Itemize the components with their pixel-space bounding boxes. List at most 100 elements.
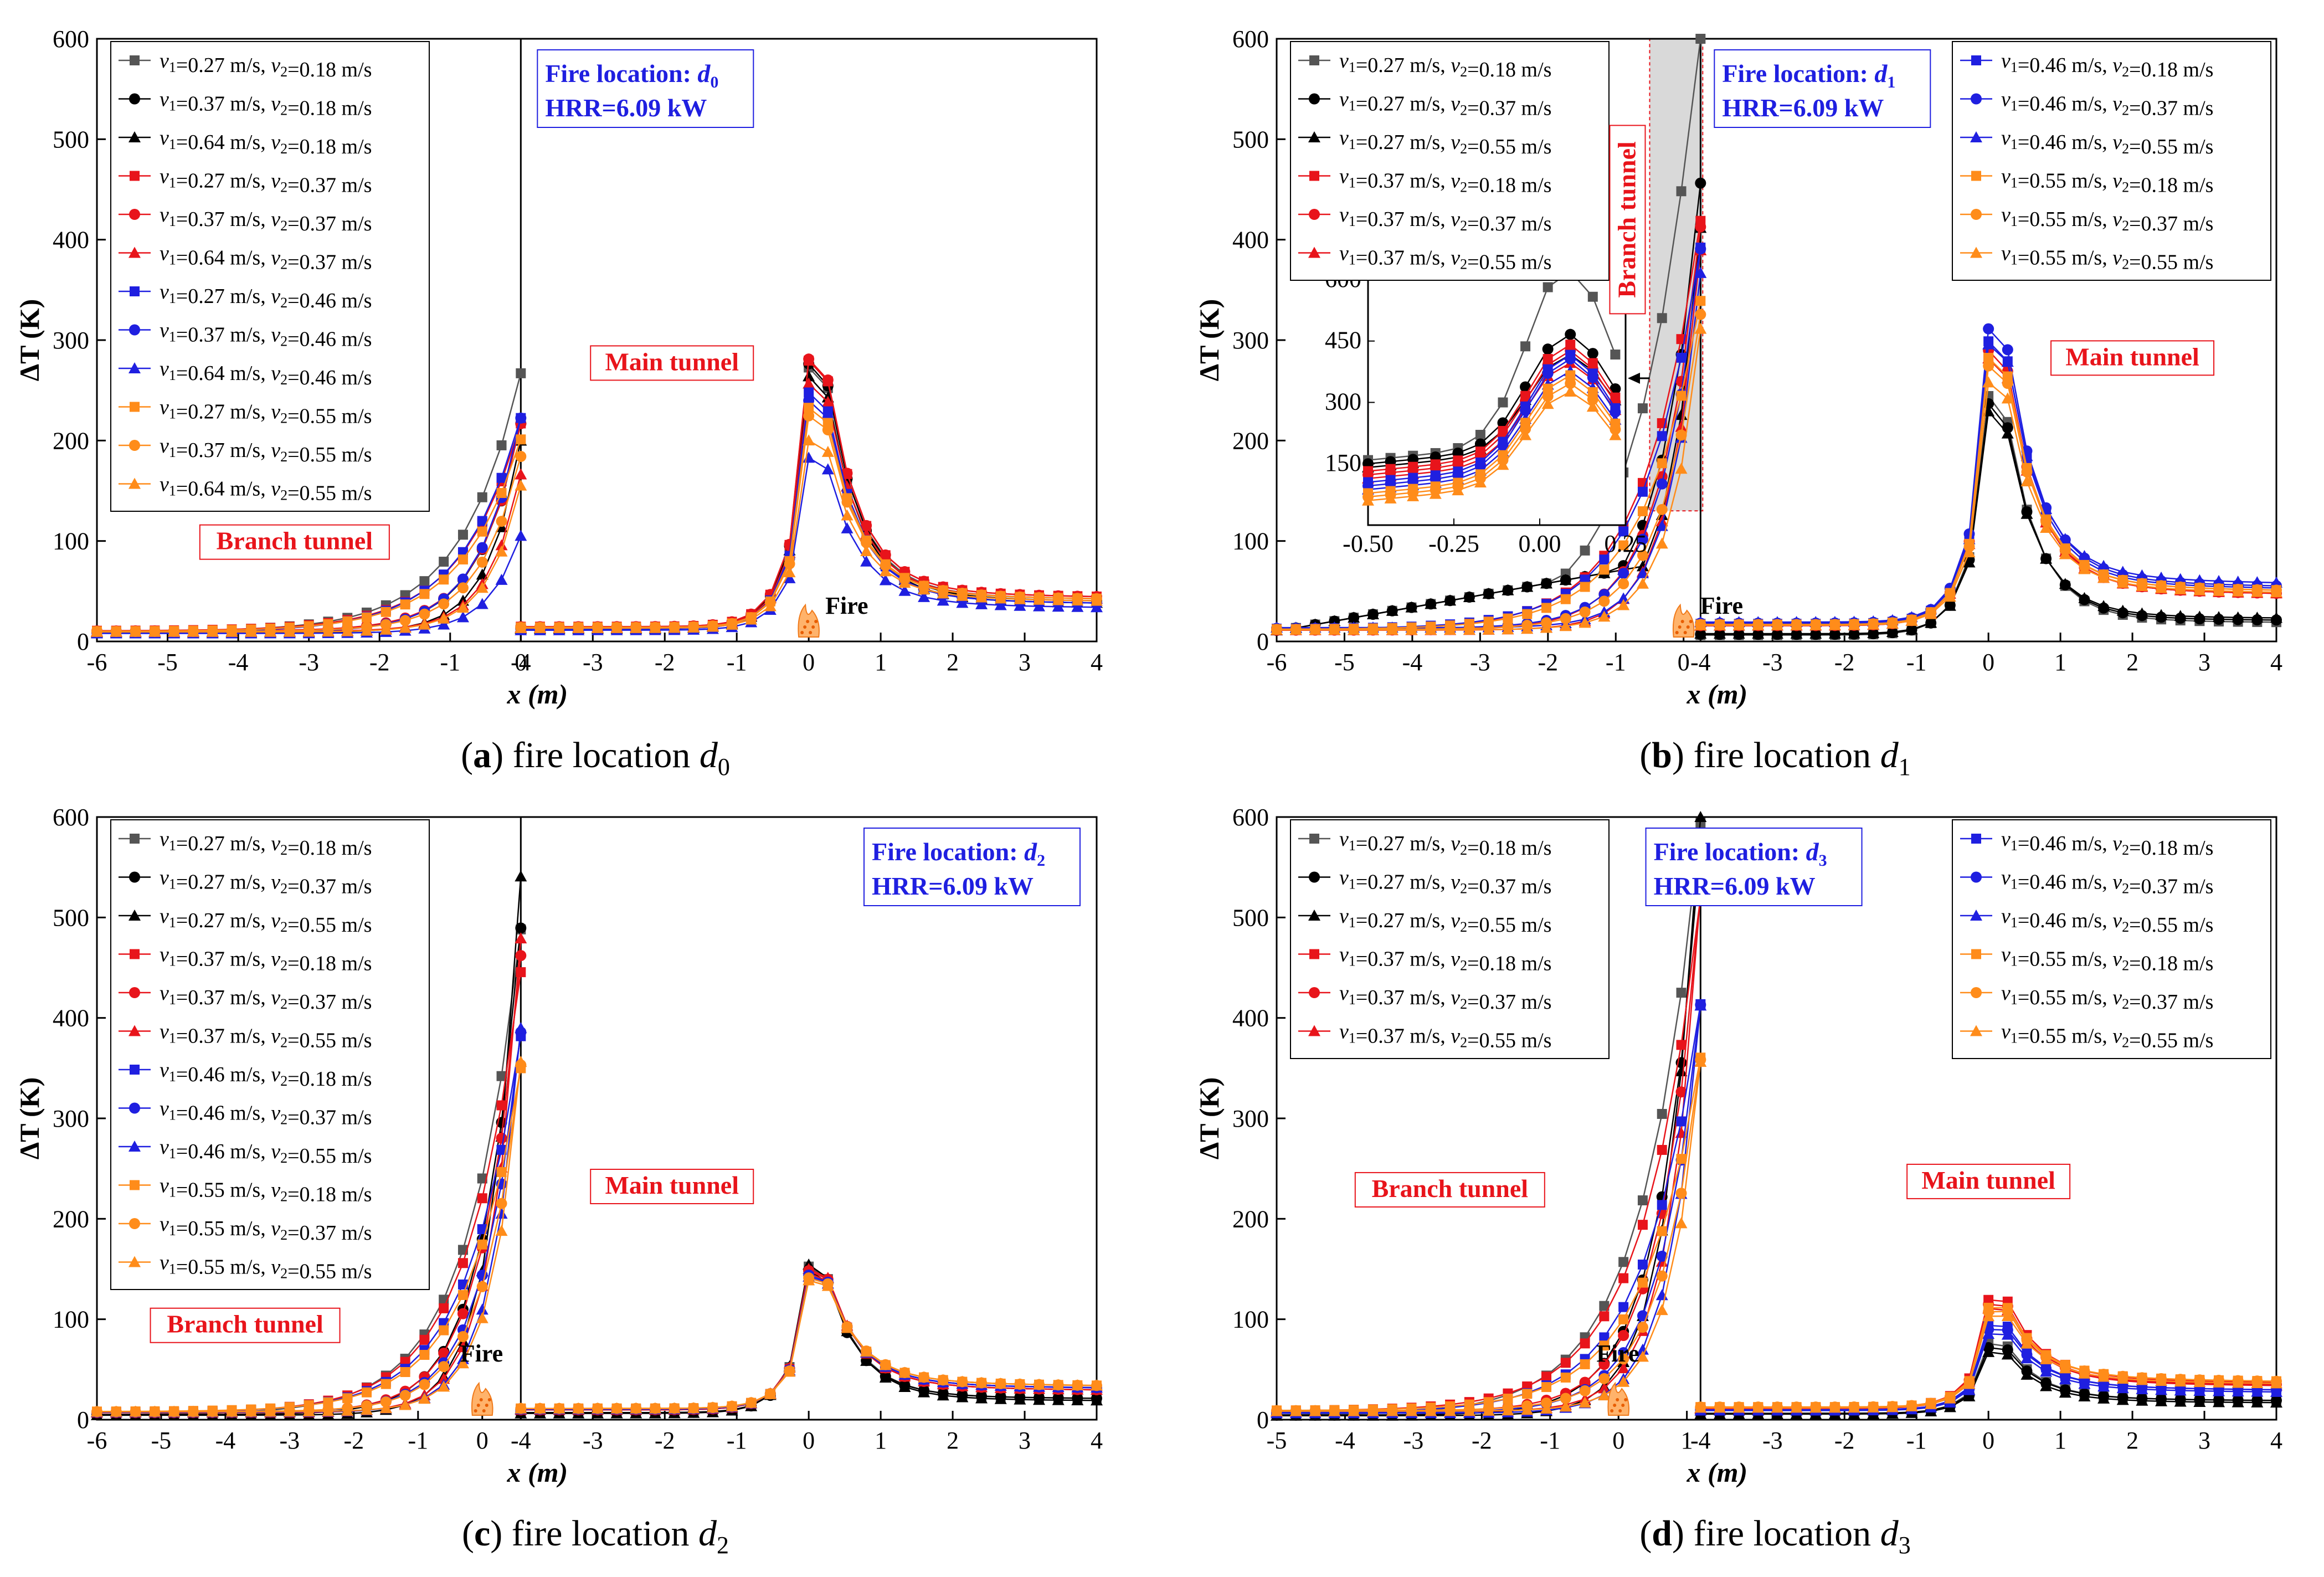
series-line-main: [521, 1265, 1097, 1414]
series-point: [496, 1071, 507, 1081]
legend-entry-part: v: [160, 473, 169, 496]
series-point: [1925, 617, 1937, 628]
series-point: [1091, 601, 1103, 613]
caption-var: d: [1880, 735, 1899, 775]
series-point: [1657, 1200, 1667, 1210]
legend-entry-part: 1: [169, 876, 176, 892]
series-point: [994, 1377, 1007, 1389]
series-point: [1886, 1401, 1899, 1412]
series-point: [168, 625, 181, 637]
series-point: [1503, 1394, 1513, 1404]
series-point: [2232, 1396, 2244, 1408]
series-point: [362, 1387, 372, 1398]
x-tick-label: 4: [2270, 649, 2282, 676]
series-point: [2213, 584, 2225, 596]
series-point: [1579, 1385, 1591, 1396]
series-point: [1014, 599, 1026, 611]
series-point: [1943, 599, 1956, 611]
legend-entry: v1=0.46 m/s, v2=0.18 m/s: [2001, 49, 2213, 81]
series-11: [91, 1055, 1103, 1417]
legend-marker: [1308, 1025, 1320, 1036]
legend-entry-part: =0.46 m/s,: [2018, 131, 2112, 154]
inset-series-point: [1541, 398, 1554, 409]
series-point: [1289, 1405, 1302, 1416]
series-point: [2232, 611, 2244, 623]
x-tick-label: -6: [87, 1427, 107, 1454]
legend-entry-part: 1: [1349, 175, 1356, 191]
series-point: [1617, 592, 1630, 604]
legend-marker: [130, 55, 140, 65]
legend-entry-part: =0.18 m/s: [287, 952, 372, 975]
series-point: [1752, 619, 1765, 630]
legend-entry-part: =0.55 m/s: [2129, 1029, 2213, 1052]
legend-entry-part: v: [271, 477, 280, 501]
legend-marker: [129, 324, 140, 336]
legend-entry-part: =0.55 m/s: [287, 482, 372, 505]
main-tunnel-label: Main tunnel: [1906, 1163, 2071, 1199]
legend-entry-part: 1: [169, 1069, 176, 1085]
series-point: [399, 621, 412, 633]
legend-entry-part: =0.55 m/s,: [176, 1256, 271, 1279]
fire-spark: [814, 620, 818, 623]
series-point: [2040, 1365, 2053, 1377]
x-tick-label: 3: [2198, 649, 2210, 676]
caption-var: d: [698, 1513, 717, 1554]
fire-spark: [1624, 1398, 1628, 1401]
legend-marker: [1971, 834, 1981, 844]
series-point: [1943, 590, 1956, 602]
series-point: [515, 932, 527, 944]
series-point: [2001, 1348, 2014, 1360]
series-point: [302, 625, 315, 637]
legend-entry: v1=0.27 m/s, v2=0.46 m/s: [160, 280, 372, 312]
series-point: [1522, 609, 1533, 619]
legend-entry-part: 2: [1460, 179, 1467, 196]
legend-entry-part: v: [271, 832, 280, 855]
series-point: [381, 1379, 391, 1389]
series-point: [745, 1396, 758, 1408]
legend-entry-part: v: [2112, 948, 2122, 971]
legend-marker: [1971, 987, 1982, 998]
legend-entry-part: =0.18 m/s: [2129, 836, 2213, 860]
x-tick-label: -5: [1334, 649, 1355, 676]
legend-entry-part: v: [160, 943, 169, 967]
legend-entry-part: =0.18 m/s: [287, 1183, 372, 1206]
fire-spark: [1616, 1398, 1619, 1401]
legend-marker: [130, 171, 140, 181]
legend-entry-part: v: [1451, 1025, 1460, 1048]
legend-entry-part: 2: [280, 996, 287, 1012]
x-tick-label: -2: [655, 1427, 675, 1454]
legend-entry-part: =0.46 m/s: [287, 328, 372, 351]
legend-marker: [130, 1065, 140, 1075]
series-point: [2001, 356, 2014, 367]
legend-marker: [1309, 871, 1320, 883]
legend-entry-part: v: [2112, 1025, 2122, 1048]
legend-entry-part: v: [1451, 169, 1460, 193]
series-point: [1463, 591, 1475, 603]
legend-entry-part: 2: [280, 1189, 287, 1205]
legend-entry-part: =0.55 m/s,: [2018, 246, 2112, 270]
series-point: [168, 1405, 181, 1417]
series-line-main: [521, 414, 1097, 628]
legend-entry-part: 1: [2011, 838, 2018, 854]
legend-marker: [1309, 171, 1319, 181]
fire-location-frame: [1645, 828, 1863, 906]
legend-marker: [130, 1180, 140, 1190]
fire-location-prefix: Fire location:: [872, 838, 1024, 866]
series-point: [438, 1361, 450, 1373]
legend-entry: v1=0.27 m/s, v2=0.18 m/s: [160, 49, 372, 81]
series-point: [477, 492, 487, 502]
x-tick-label: 4: [2270, 1427, 2282, 1454]
series-point: [918, 1386, 930, 1398]
legend-entry-part: v: [160, 434, 169, 458]
y-tick-label: 0: [77, 1406, 89, 1434]
series-point: [1637, 1322, 1648, 1333]
legend-entry-part: 2: [1460, 996, 1467, 1012]
legend-entry-part: 1: [169, 838, 176, 854]
series-point: [783, 1365, 796, 1377]
legend-entry-part: 1: [169, 1261, 176, 1277]
inset-series-point: [1520, 381, 1531, 393]
legend-marker: [1309, 55, 1319, 65]
series-point: [803, 1274, 815, 1286]
series-point: [2116, 566, 2129, 577]
